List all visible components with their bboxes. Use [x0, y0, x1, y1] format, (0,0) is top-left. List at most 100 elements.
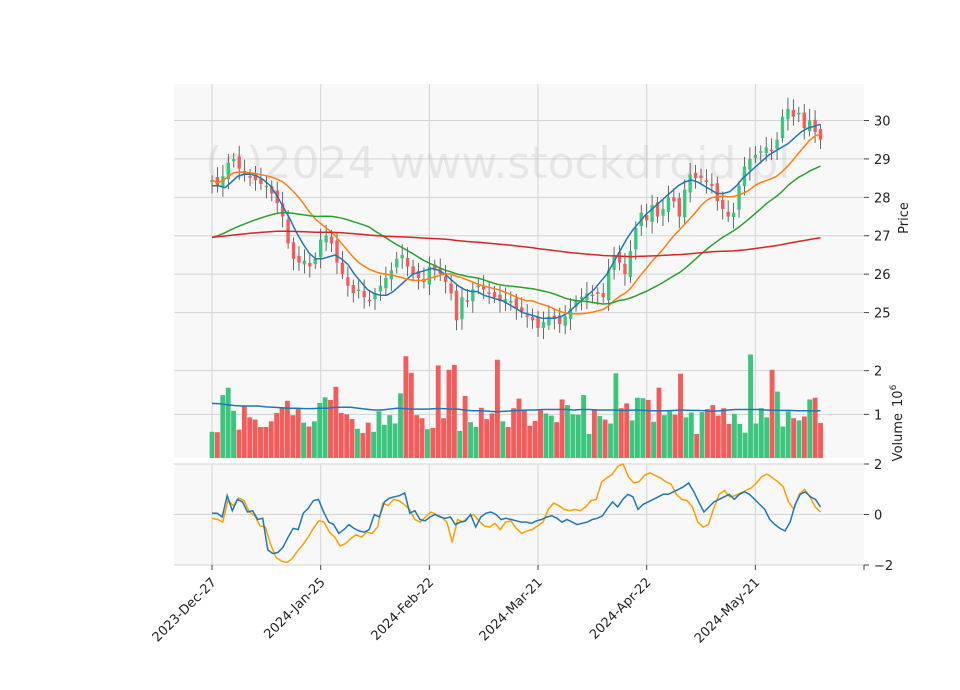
- candle-body-17: [302, 260, 307, 265]
- volume-bar-103: [764, 417, 770, 458]
- volume-bar-18: [306, 426, 312, 458]
- volume-bar-35: [398, 393, 403, 458]
- x-tick-label-2: 2024-Feb-22: [369, 575, 438, 644]
- volume-bar-104: [769, 369, 775, 458]
- volume-bar-47: [462, 395, 468, 458]
- candle-body-34: [395, 258, 399, 268]
- candle-body-103: [769, 149, 774, 152]
- candle-body-1: [215, 176, 220, 186]
- candle-body-100: [753, 155, 758, 158]
- volume-bar-70: [586, 433, 592, 458]
- volume-bar-76: [618, 408, 624, 458]
- candle-body-62: [547, 316, 551, 326]
- volume-bar-58: [521, 409, 527, 458]
- candle-body-4: [232, 158, 236, 162]
- volume-bar-15: [290, 415, 296, 458]
- volume-bar-88: [683, 417, 689, 458]
- volume-bar-63: [548, 415, 554, 458]
- volume-bar-34: [392, 423, 398, 458]
- volume-bar-95: [721, 408, 727, 458]
- volume-bar-82: [651, 421, 657, 458]
- volume-bar-1: [214, 432, 220, 458]
- candle-body-37: [411, 266, 415, 275]
- volume-bar-14: [284, 400, 290, 458]
- candle-body-20: [319, 239, 323, 258]
- candle-body-104: [775, 139, 779, 149]
- candle-body-105: [780, 116, 785, 139]
- volume-bar-21: [322, 397, 328, 458]
- candle-body-32: [384, 278, 388, 289]
- candle-body-53: [498, 294, 502, 302]
- volume-axis-label-text: Volume: [891, 413, 906, 461]
- candle-body-90: [699, 175, 703, 179]
- candle-body-97: [737, 185, 741, 210]
- candle-body-93: [715, 183, 719, 202]
- volume-bar-0: [209, 431, 215, 458]
- volume-bar-68: [575, 414, 581, 458]
- volume-bar-79: [635, 397, 640, 458]
- candle-body-94: [721, 199, 725, 209]
- candle-body-54: [503, 299, 508, 304]
- candle-body-45: [454, 290, 459, 321]
- price-tick-label-1: 26: [874, 268, 891, 283]
- volume-bar-65: [559, 399, 565, 458]
- candle-body-78: [634, 228, 638, 250]
- volume-bar-32: [381, 424, 387, 458]
- volume-bar-83: [656, 387, 662, 458]
- candle-body-19: [313, 258, 317, 265]
- volume-bar-48: [468, 422, 473, 458]
- volume-bar-3: [225, 387, 231, 458]
- volume-bar-100: [748, 354, 753, 458]
- candle-body-24: [340, 262, 345, 275]
- volume-bar-5: [236, 429, 242, 458]
- volume-bar-37: [408, 372, 414, 458]
- candle-body-51: [487, 292, 491, 294]
- volume-bar-24: [338, 413, 344, 458]
- candle-body-50: [482, 286, 486, 290]
- x-tick-label-0: 2023-Dec-27: [150, 575, 220, 645]
- candle-body-92: [710, 183, 714, 186]
- volume-bar-101: [753, 423, 759, 458]
- price-tick-label-2: 27: [874, 230, 891, 245]
- ma-short-line: [212, 123, 821, 320]
- volume-bar-41: [430, 427, 436, 458]
- candle-body-18: [308, 262, 312, 267]
- candle-body-68: [579, 297, 584, 300]
- candle-body-3: [226, 162, 231, 180]
- volume-bar-7: [247, 417, 253, 458]
- volume-bar-73: [602, 419, 608, 458]
- candle-body-26: [351, 285, 355, 294]
- volume-bar-80: [640, 398, 646, 458]
- volume-bar-49: [473, 426, 479, 458]
- volume-bar-110: [801, 416, 807, 458]
- price-tick-label-3: 28: [874, 191, 891, 206]
- volume-bar-72: [597, 416, 603, 458]
- volume-bar-52: [489, 413, 495, 458]
- candle-body-55: [509, 301, 513, 303]
- volume-bar-43: [441, 418, 447, 458]
- volume-bar-13: [279, 407, 285, 458]
- volume-tick-label-1: 2: [874, 365, 882, 380]
- candle-body-72: [601, 292, 605, 298]
- volume-bar-10: [263, 426, 269, 458]
- volume-bar-30: [371, 431, 377, 458]
- volume-bar-17: [301, 422, 306, 458]
- candle-body-16: [297, 256, 301, 263]
- candle-body-57: [520, 307, 524, 313]
- volume-axis-exponent-base: 10: [891, 390, 906, 407]
- candle-body-30: [373, 293, 377, 299]
- candle-body-15: [291, 242, 296, 259]
- candle-body-86: [677, 198, 681, 217]
- candle-body-5: [237, 156, 241, 169]
- candle-body-35: [400, 254, 404, 259]
- volume-bar-94: [715, 415, 721, 458]
- volume-bar-77: [624, 403, 630, 458]
- volume-bar-85: [667, 411, 673, 458]
- volume-bar-40: [425, 429, 430, 458]
- candle-body-23: [335, 240, 339, 263]
- candle-body-88: [688, 174, 692, 193]
- volume-bar-91: [699, 412, 705, 458]
- candle-body-80: [644, 215, 649, 221]
